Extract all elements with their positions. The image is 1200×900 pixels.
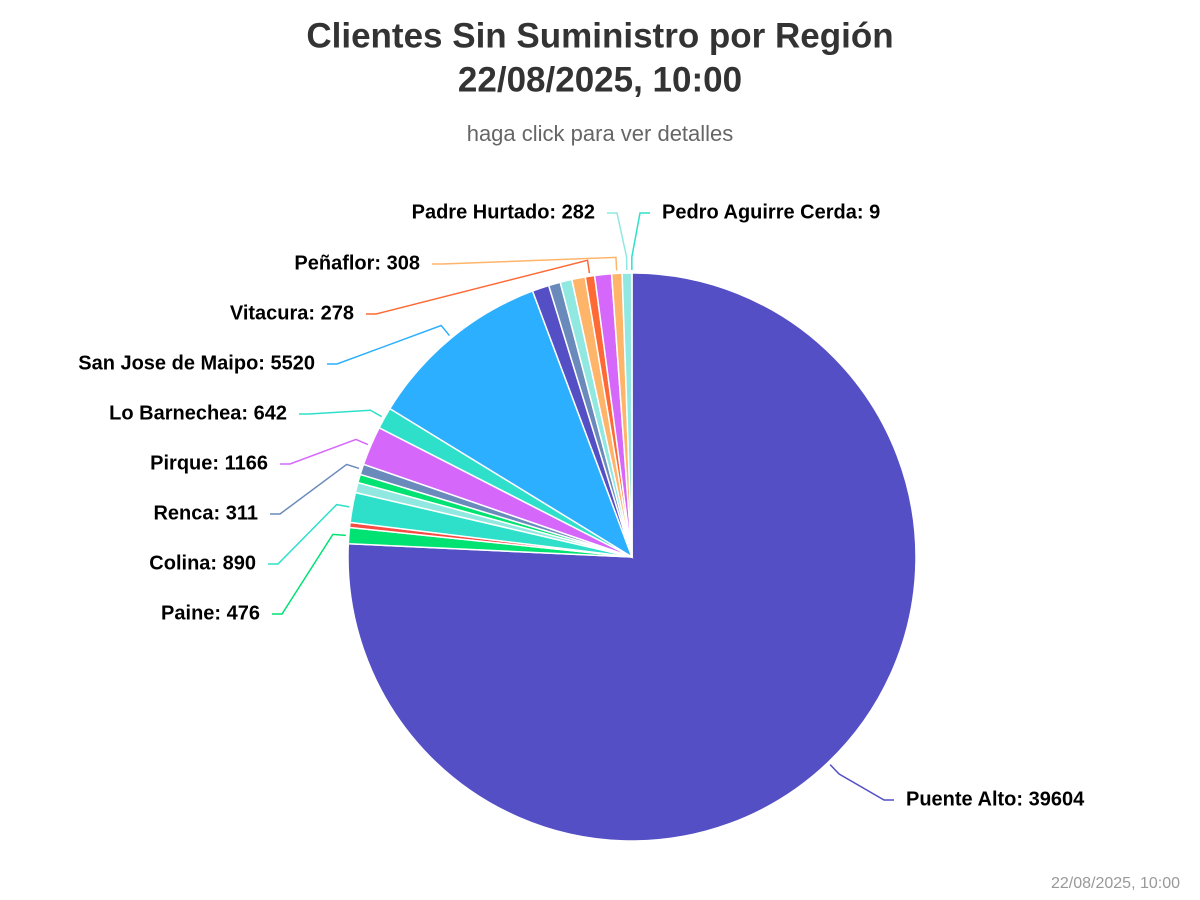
data-label: Peñaflor: 308 (294, 252, 420, 274)
pie-slice[interactable] (388, 290, 634, 559)
chart-title: Clientes Sin Suministro por Región (306, 16, 893, 55)
data-label: Pirque: 1166 (150, 452, 268, 474)
connector (366, 259, 591, 315)
data-label: Puente Alto: 39604 (906, 788, 1085, 810)
chart-subtitle: haga click para ver detalles (467, 121, 734, 146)
connector (299, 409, 383, 418)
connector (607, 212, 628, 271)
data-label: Padre Hurtado: 282 (412, 201, 595, 223)
data-label: Paine: 476 (161, 602, 260, 624)
data-label: Vitacura: 278 (230, 302, 354, 324)
data-label: Lo Barnechea: 642 (109, 402, 287, 424)
data-label: San Jose de Maipo: 5520 (78, 352, 315, 374)
connector (280, 438, 369, 465)
data-label: Pedro Aguirre Cerda: 9 (662, 201, 880, 223)
data-label: Renca: 311 (153, 502, 258, 524)
connector (829, 764, 894, 801)
credit: 22/08/2025, 10:00 (1051, 875, 1180, 892)
connector (327, 324, 451, 365)
connector (631, 212, 650, 271)
connector (268, 503, 350, 565)
connector (272, 533, 346, 615)
connector (270, 463, 360, 515)
data-label: Colina: 890 (149, 552, 256, 574)
connector (432, 256, 618, 271)
chart-title: 22/08/2025, 10:00 (458, 60, 742, 99)
